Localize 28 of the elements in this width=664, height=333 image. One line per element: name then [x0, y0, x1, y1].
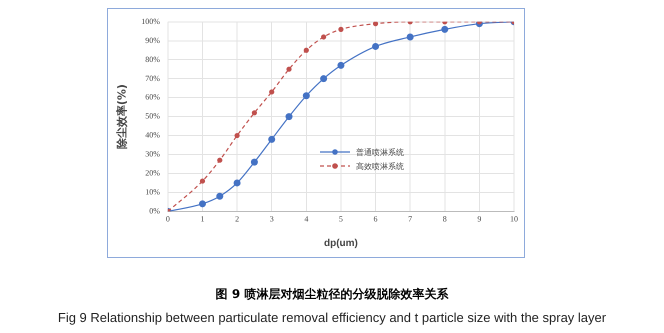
y-tick-label: 80% — [145, 54, 160, 64]
y-tick-label: 100% — [141, 16, 160, 26]
y-tick-label: 30% — [145, 150, 160, 159]
y-tick-label: 10% — [145, 188, 160, 197]
x-tick-label: 8 — [442, 214, 447, 224]
x-tick-label: 0 — [166, 214, 170, 224]
x-tick-label: 10 — [510, 214, 518, 224]
y-tick-label: 50% — [145, 112, 160, 121]
x-tick-label: 7 — [408, 214, 412, 224]
y-tick-label: 0% — [149, 206, 160, 216]
legend-label: 普通喷淋系统 — [356, 146, 404, 158]
y-tick-label: 40% — [145, 130, 160, 140]
x-axis-title: dp(um) — [324, 238, 358, 249]
x-tick-label: 3 — [270, 214, 274, 224]
text: 图 9 喷淋层对烟尘粒径的分级脱除效率关系 — [214, 286, 450, 303]
text: Fig 9 Relationship between particulate removal efficiency and t particle size with the spray layer — [56, 310, 608, 325]
y-tick-label: 60% — [145, 92, 160, 102]
y-tick-label: 20% — [145, 168, 160, 178]
x-tick-label: 5 — [338, 214, 343, 224]
y-tick-label: 90% — [145, 36, 160, 45]
x-tick-label: 4 — [304, 214, 308, 224]
x-tick-label: 2 — [235, 214, 240, 224]
y-axis-title: 除尘效率(%) — [115, 84, 128, 150]
x-tick-label: 9 — [477, 214, 482, 224]
x-tick-label: 6 — [374, 214, 378, 224]
y-tick-label: 70% — [145, 74, 160, 83]
legend-label: 高效喷淋系统 — [356, 160, 404, 172]
x-tick-label: 1 — [200, 214, 204, 224]
